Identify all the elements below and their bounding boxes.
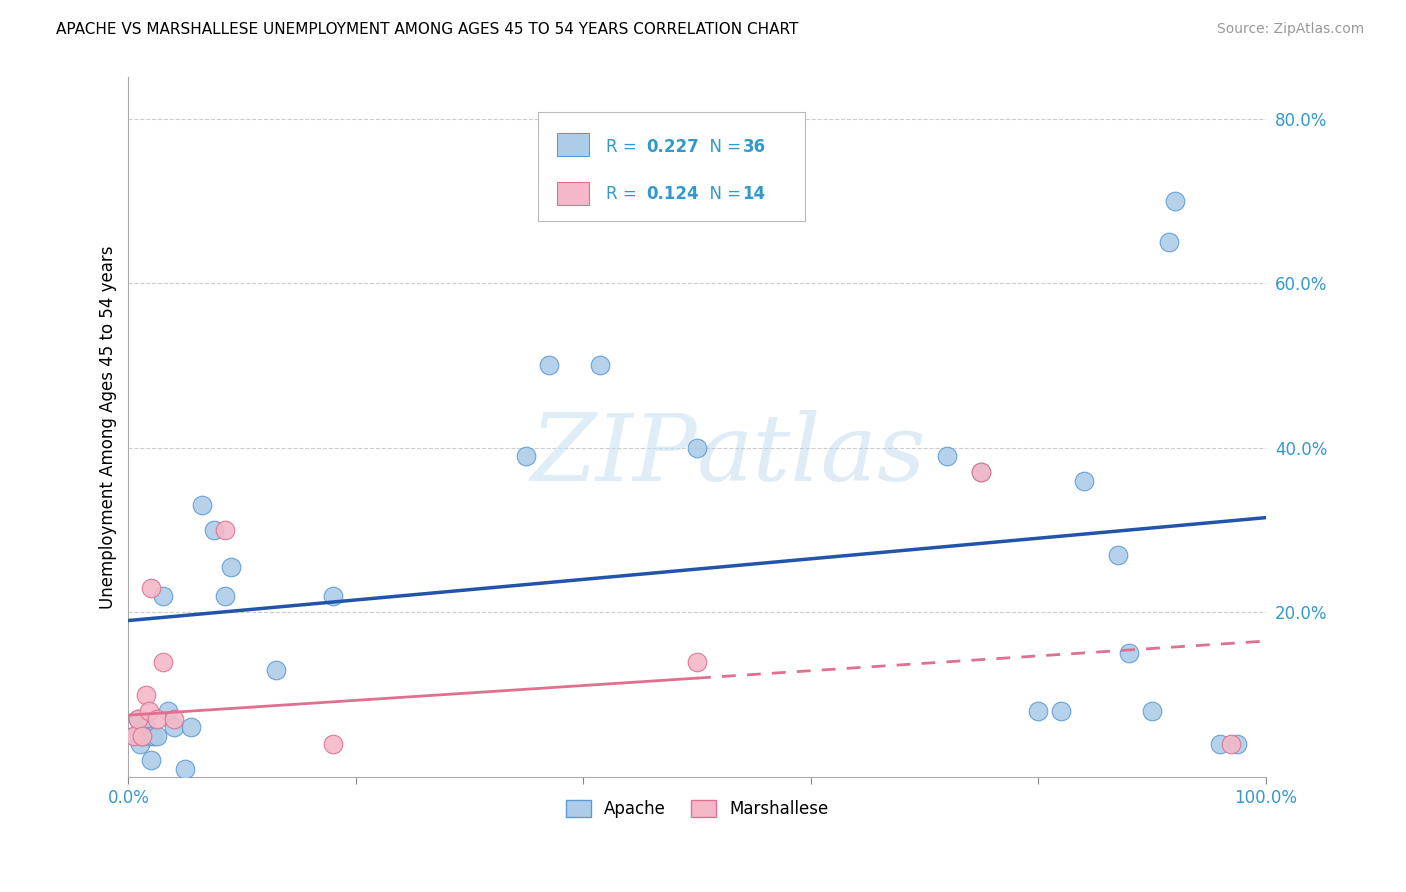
- Text: 14: 14: [742, 186, 766, 203]
- Text: R =: R =: [606, 138, 643, 156]
- Point: [202, 523, 225, 537]
- Point: [146, 729, 169, 743]
- Point: [214, 589, 236, 603]
- Point: [142, 729, 165, 743]
- Text: N =: N =: [699, 138, 747, 156]
- Point: [141, 753, 163, 767]
- Point: [1140, 704, 1163, 718]
- Point: [1026, 704, 1049, 718]
- Point: [174, 762, 197, 776]
- Point: [538, 359, 561, 373]
- Legend: Apache, Marshallese: Apache, Marshallese: [560, 793, 835, 824]
- FancyBboxPatch shape: [557, 182, 589, 205]
- Point: [152, 655, 174, 669]
- Point: [138, 729, 160, 743]
- Y-axis label: Unemployment Among Ages 45 to 54 years: Unemployment Among Ages 45 to 54 years: [100, 245, 117, 609]
- Point: [936, 449, 959, 463]
- Point: [1163, 194, 1185, 208]
- Point: [191, 499, 214, 513]
- Point: [128, 737, 150, 751]
- Point: [141, 581, 163, 595]
- FancyBboxPatch shape: [538, 112, 806, 221]
- Point: [163, 721, 186, 735]
- Point: [122, 729, 145, 743]
- Point: [322, 589, 344, 603]
- Point: [135, 688, 157, 702]
- Point: [146, 712, 169, 726]
- Point: [686, 655, 709, 669]
- Point: [163, 712, 186, 726]
- Point: [127, 712, 149, 726]
- Text: 0.227: 0.227: [645, 138, 699, 156]
- Point: [157, 704, 180, 718]
- Text: 36: 36: [742, 138, 766, 156]
- Point: [135, 721, 157, 735]
- Point: [970, 466, 993, 480]
- Text: ZIP: ZIP: [530, 410, 697, 500]
- Text: N =: N =: [699, 186, 747, 203]
- Point: [589, 359, 612, 373]
- Point: [152, 589, 174, 603]
- Text: 0.124: 0.124: [645, 186, 699, 203]
- Point: [1157, 235, 1180, 249]
- Point: [122, 729, 145, 743]
- Text: R =: R =: [606, 186, 643, 203]
- FancyBboxPatch shape: [557, 133, 589, 156]
- Point: [1050, 704, 1073, 718]
- Point: [322, 737, 344, 751]
- Point: [131, 729, 153, 743]
- Point: [219, 560, 242, 574]
- Point: [266, 663, 288, 677]
- Point: [1226, 737, 1249, 751]
- Point: [214, 523, 236, 537]
- Point: [970, 466, 993, 480]
- Text: Source: ZipAtlas.com: Source: ZipAtlas.com: [1216, 22, 1364, 37]
- Text: APACHE VS MARSHALLESE UNEMPLOYMENT AMONG AGES 45 TO 54 YEARS CORRELATION CHART: APACHE VS MARSHALLESE UNEMPLOYMENT AMONG…: [56, 22, 799, 37]
- Point: [686, 441, 709, 455]
- Point: [1107, 548, 1129, 562]
- Point: [180, 721, 202, 735]
- Point: [131, 729, 153, 743]
- Point: [127, 712, 149, 726]
- Point: [1220, 737, 1243, 751]
- Point: [515, 449, 537, 463]
- Point: [1209, 737, 1232, 751]
- Point: [138, 704, 160, 718]
- Text: atlas: atlas: [697, 410, 927, 500]
- Point: [1118, 647, 1140, 661]
- Point: [1073, 474, 1095, 488]
